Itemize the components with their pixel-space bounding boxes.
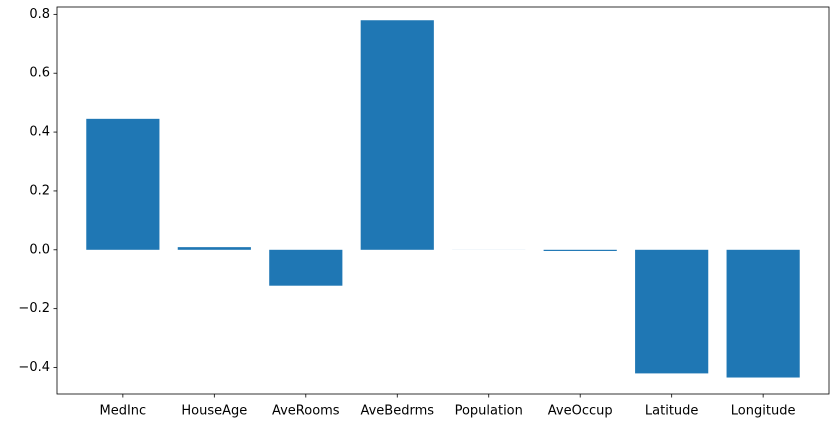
x-tick-label: AveOccup [548, 404, 613, 419]
bar-latitude [635, 249, 709, 374]
y-axis: −0.4 −0.2 0.0 0.2 0.4 0.6 0.8 [18, 7, 57, 375]
bar-medinc [86, 118, 160, 250]
x-tick-label: Latitude [645, 404, 699, 419]
x-tick-label: Population [455, 404, 523, 419]
bar-averooms [269, 249, 343, 286]
x-tick-label: AveRooms [272, 404, 340, 419]
bar-longitude [726, 249, 800, 378]
y-tick-label: 0.2 [29, 183, 50, 198]
y-tick-label: −0.2 [18, 301, 50, 316]
y-tick-label: 0.6 [29, 66, 50, 81]
y-tick-label: 0.0 [29, 242, 50, 257]
x-axis: MedInc HouseAge AveRooms AveBedrms Populatio… [100, 394, 796, 419]
y-tick-label: −0.4 [18, 360, 50, 375]
y-tick-label: 0.4 [29, 125, 50, 140]
x-tick-label: MedInc [100, 404, 147, 419]
bar-avebedrms [360, 20, 434, 250]
plot-frame [56, 6, 830, 395]
y-tick-label: 0.8 [29, 7, 50, 22]
bar-houseage [177, 247, 251, 250]
x-tick-label: AveBedrms [360, 404, 434, 419]
bar-aveoccup [543, 249, 617, 251]
x-tick-label: Longitude [731, 404, 796, 419]
x-tick-label: HouseAge [181, 404, 247, 419]
bars-group [86, 20, 800, 378]
